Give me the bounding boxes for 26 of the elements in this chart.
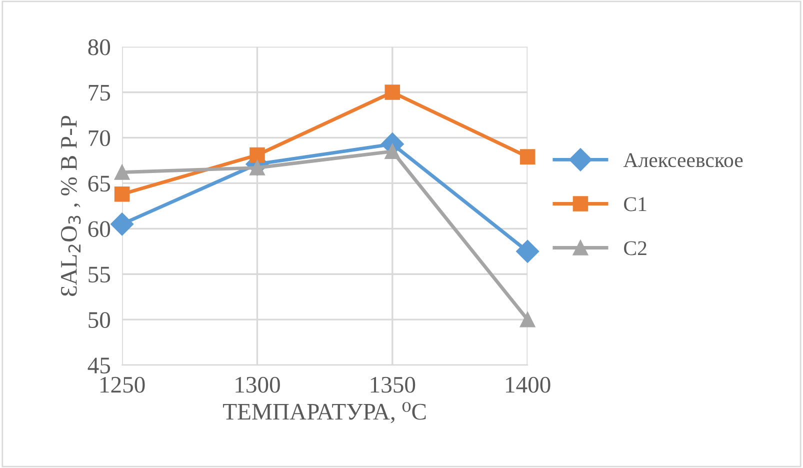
point — [384, 144, 400, 160]
point — [384, 84, 400, 100]
y-tick-label: 45 — [88, 358, 110, 374]
y-tick-label: 75 — [88, 84, 110, 101]
y-axis-title: ƐAL$_{2}$O$_{3}$ , % В Р-Р — [60, 116, 81, 296]
y-tick-label: 55 — [88, 266, 110, 283]
point — [516, 240, 540, 263]
legend-label: С2 — [624, 241, 646, 256]
point — [114, 164, 130, 180]
point — [520, 312, 536, 328]
point — [250, 147, 265, 163]
point — [520, 149, 536, 164]
x-tick-label: 1400 — [506, 376, 550, 393]
y-tick-label: 80 — [88, 39, 110, 56]
y-tick-label: 70 — [88, 130, 110, 146]
legend-label: С1 — [624, 197, 646, 212]
point — [110, 212, 134, 236]
x-tick-label: 1250 — [100, 376, 145, 393]
point — [114, 186, 130, 202]
x-tick-label: 1300 — [236, 376, 280, 393]
legend-label: Алексеевское — [623, 153, 743, 168]
x-axis-title: ТЕМПАРАТУРА, ⁰C — [223, 402, 426, 424]
y-tick-label: 65 — [88, 176, 110, 192]
x-tick-label: 1350 — [370, 376, 416, 393]
y-tick-label: 60 — [88, 221, 110, 238]
y-tick-label: 50 — [88, 312, 110, 328]
